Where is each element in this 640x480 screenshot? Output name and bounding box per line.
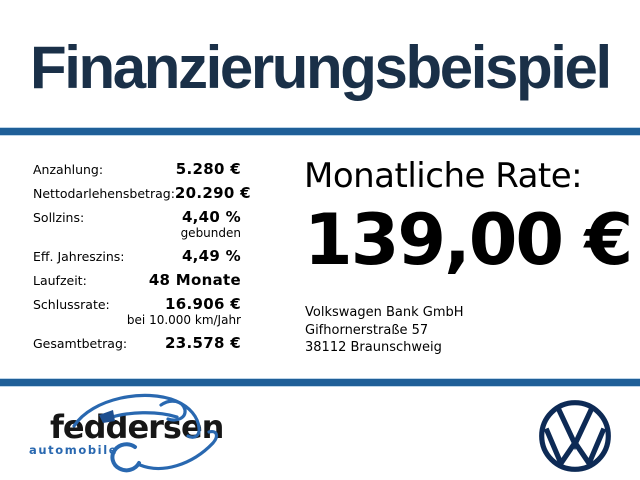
finance-row-schlussrate: Schlussrate: 16.906 € bei 10.000 km/Jahr [33,296,241,328]
page-title: Finanzierungsbeispiel [30,34,612,101]
bank-street: Gifhornerstraße 57 [305,322,429,338]
finance-label: Gesamtbetrag: [33,336,128,351]
finance-row-gesamtbetrag: Gesamtbetrag: 23.578 € [33,335,241,352]
monthly-rate-label: Monatliche Rate: [304,156,583,196]
finance-value: 23.578 € [165,334,241,352]
finance-label: Schlussrate: [33,297,110,312]
finance-value: 5.280 € [175,160,241,178]
finance-label: Eff. Jahreszins: [33,249,125,264]
dealer-tagline: automobile [29,443,119,457]
finance-note: bei 10.000 km/Jahr [126,313,241,327]
finance-table: Anzahlung: 5.280 € Nettodarlehensbetrag:… [33,161,251,359]
bank-name: Volkswagen Bank GmbH [305,305,464,320]
top-divider [0,128,640,135]
finance-label: Sollzins: [33,210,85,225]
finance-value: 4,40 % [181,208,241,226]
finance-row-sollzins: Sollzins: 4,40 % gebunden [33,209,241,241]
dealer-logo: feddersen automobile [20,386,235,478]
bottom-divider [0,379,640,386]
finance-label: Nettodarlehensbetrag: [33,186,175,201]
finance-value: 16.906 € [165,295,241,313]
finance-value: 20.290 € [174,184,251,202]
finance-label: Laufzeit: [33,273,87,288]
finance-value: 4,49 % [181,247,241,265]
finance-note: gebunden [180,226,241,240]
finance-row-laufzeit: Laufzeit: 48 Monate [33,272,241,289]
dealer-name: feddersen [50,408,224,446]
vw-logo-icon [539,400,611,472]
finance-label: Anzahlung: [33,162,104,177]
finance-row-nettodarlehensbetrag: Nettodarlehensbetrag: 20.290 € [33,185,251,202]
finance-row-eff-jahreszins: Eff. Jahreszins: 4,49 % [33,248,241,265]
finance-value: 48 Monate [148,271,241,289]
monthly-rate-value: 139,00 € [304,199,633,281]
finance-row-anzahlung: Anzahlung: 5.280 € [33,161,241,178]
bank-city: 38112 Braunschweig [305,340,442,355]
monthly-rate-section: Monatliche Rate: 139,00 € [304,156,633,281]
bank-address: Volkswagen Bank GmbH Gifhornerstraße 57 … [305,304,464,357]
